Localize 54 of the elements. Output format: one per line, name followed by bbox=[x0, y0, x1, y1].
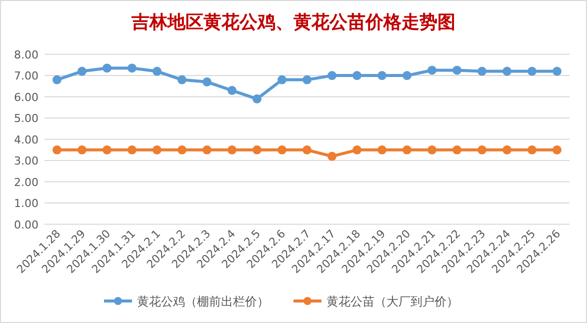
point bbox=[328, 152, 336, 161]
point bbox=[452, 145, 462, 154]
y-tick-label: 3.00 bbox=[14, 154, 38, 168]
point bbox=[202, 77, 212, 86]
y-tick-label: 2.00 bbox=[14, 176, 38, 189]
y-tick-label: 1.00 bbox=[14, 197, 38, 210]
y-tick-label: 5.00 bbox=[14, 112, 38, 126]
point bbox=[252, 145, 262, 154]
point bbox=[502, 66, 512, 76]
point bbox=[228, 86, 236, 95]
point bbox=[228, 145, 236, 154]
point bbox=[528, 66, 536, 76]
point bbox=[378, 71, 386, 80]
y-tick-label: 6.00 bbox=[14, 90, 38, 104]
point bbox=[328, 71, 336, 80]
point bbox=[78, 66, 86, 76]
point bbox=[278, 75, 286, 84]
point bbox=[528, 145, 536, 154]
point bbox=[178, 145, 186, 154]
point bbox=[178, 75, 186, 84]
point bbox=[428, 66, 436, 75]
point bbox=[478, 66, 486, 76]
point bbox=[402, 145, 412, 154]
point bbox=[152, 66, 162, 76]
chart-title: 吉林地区黄花公鸡、黄花公苗价格走势图 bbox=[130, 12, 456, 33]
point bbox=[552, 66, 562, 76]
point bbox=[202, 145, 212, 154]
point bbox=[302, 145, 312, 154]
y-tick-label: 7.00 bbox=[14, 70, 38, 83]
point bbox=[452, 66, 462, 75]
point bbox=[552, 145, 562, 154]
point bbox=[102, 145, 112, 154]
point bbox=[352, 145, 362, 154]
legend-label: 黄花公苗（大厂到户价） bbox=[326, 294, 458, 308]
point bbox=[128, 64, 136, 73]
point bbox=[128, 145, 136, 154]
point bbox=[252, 94, 262, 104]
point bbox=[478, 145, 486, 154]
y-tick-label: 8.00 bbox=[14, 48, 38, 62]
point bbox=[302, 75, 312, 84]
point bbox=[352, 71, 362, 80]
point bbox=[78, 145, 86, 154]
point bbox=[428, 145, 436, 154]
point bbox=[102, 64, 112, 73]
point bbox=[378, 145, 386, 154]
y-tick-label: 4.00 bbox=[14, 133, 38, 146]
point bbox=[402, 71, 412, 80]
point bbox=[278, 145, 286, 154]
point bbox=[502, 145, 512, 154]
point bbox=[52, 145, 62, 154]
point bbox=[152, 145, 162, 154]
point bbox=[52, 75, 62, 84]
y-tick-label: 0.00 bbox=[14, 218, 38, 232]
legend-label: 黄花公鸡（棚前出栏价） bbox=[137, 294, 269, 308]
